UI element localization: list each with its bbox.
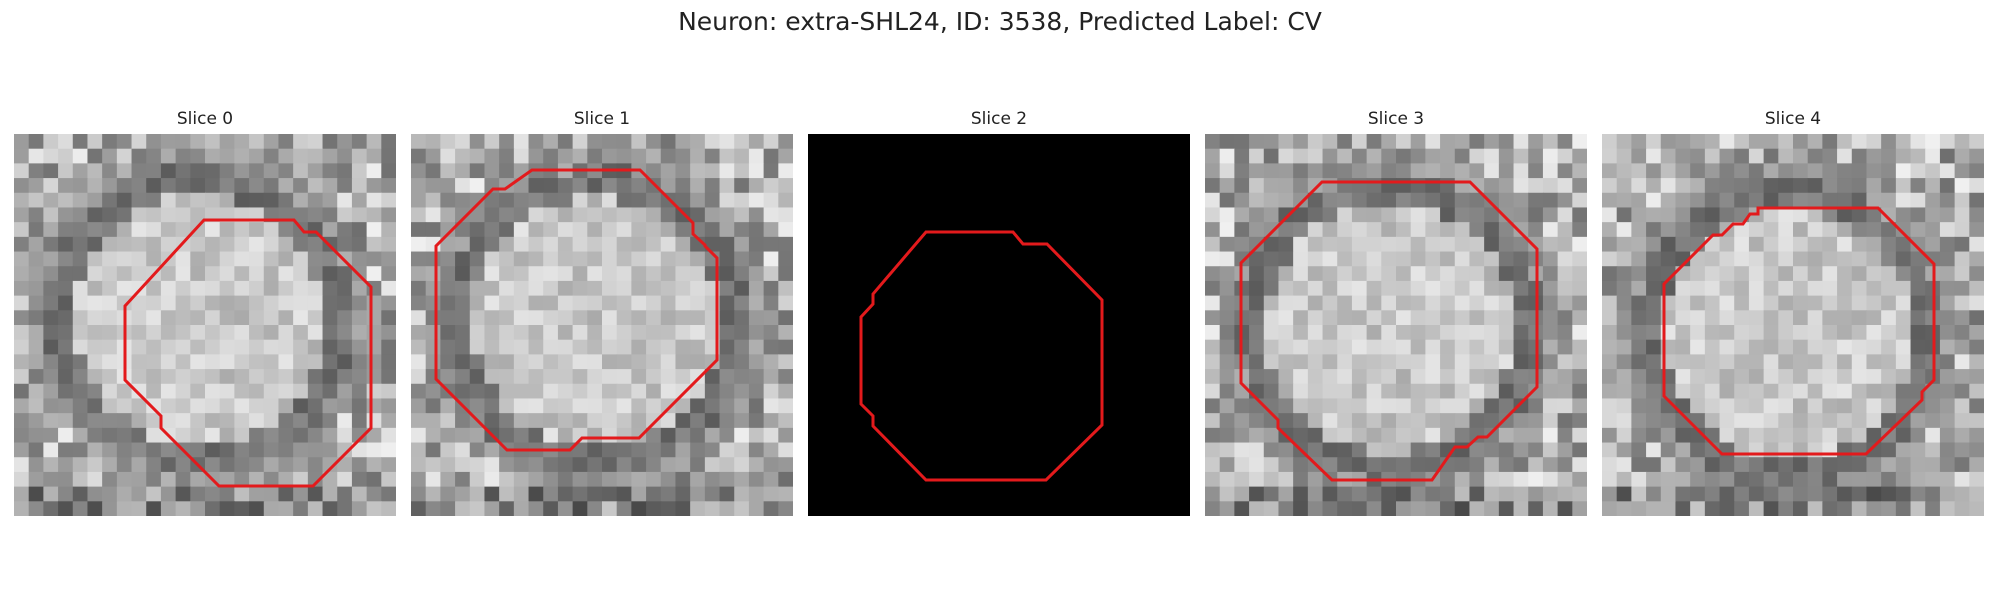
pixel-grid	[1602, 134, 1984, 516]
slice-title: Slice 4	[1764, 109, 1822, 129]
slice-image-3	[1205, 134, 1587, 516]
slice-title: Slice 0	[176, 109, 234, 129]
slice-title: Slice 2	[970, 109, 1028, 129]
roi-outline	[434, 168, 719, 452]
roi-outline	[859, 230, 1104, 482]
pixel-grid	[411, 134, 793, 516]
slice-image-1	[411, 134, 793, 516]
slice-title: Slice 3	[1367, 109, 1425, 129]
slice-image-4	[1602, 134, 1984, 516]
slice-title: Slice 1	[573, 109, 631, 129]
pixel-grid	[808, 134, 1190, 516]
slice-image-0	[14, 134, 396, 516]
pixel-grid	[1205, 134, 1587, 516]
figure-title: Neuron: extra-SHL24, ID: 3538, Predicted…	[678, 7, 1322, 36]
roi-outline	[123, 218, 373, 488]
roi-outline	[1239, 180, 1539, 482]
roi-outline	[1662, 206, 1936, 456]
slice-image-2	[808, 134, 1190, 516]
pixel-grid	[14, 134, 396, 516]
